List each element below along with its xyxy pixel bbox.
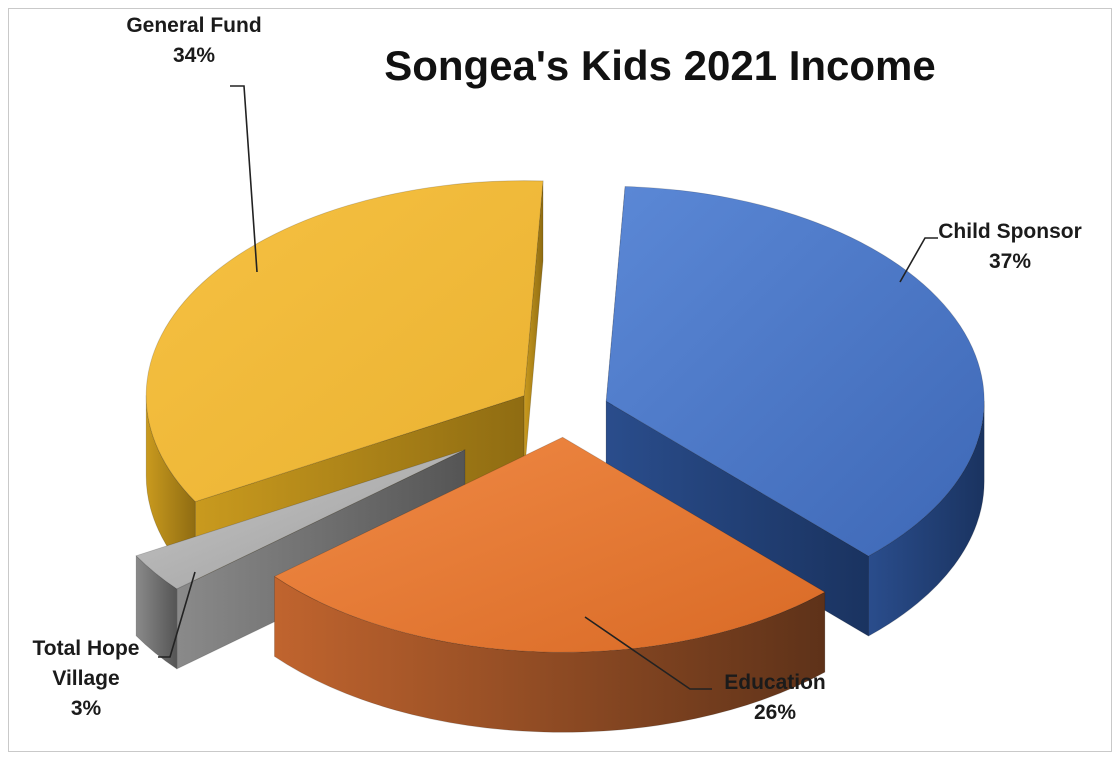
leader-line-education [584,616,712,690]
slice-wall-end-child-sponsor [605,400,869,637]
data-label-category-child-sponsor: Child Sponsor [938,220,1082,243]
slice-top-total-hope-village [135,449,466,590]
leader-line-child-sponsor [899,237,938,283]
slice-child-sponsor [605,186,985,637]
data-label-total-hope-village: Total Hope Village 3% [33,637,140,720]
data-label-value-child-sponsor: 37% [989,250,1031,273]
slice-top-education [274,436,826,653]
slice-labels: Child Sponsor 37% Education 26% Total Hope Vi… [33,14,1082,724]
slice-education [274,436,826,733]
slice-top-child-sponsor [605,186,985,557]
leader-lines [158,85,938,690]
data-label-category-education: Education [724,671,826,694]
data-label-education: Education 26% [724,671,826,724]
slice-top-general-fund [145,180,544,503]
chart-title: Songea's Kids 2021 Income [384,42,936,89]
data-label-value-education: 26% [754,701,796,724]
leader-line-general-fund [230,85,258,273]
slice-wall-end-general-fund [523,180,544,477]
data-label-value-general-fund: 34% [173,44,215,67]
data-label-category-total-hope-village: Village [52,667,119,690]
data-label-general-fund: General Fund 34% [126,14,261,67]
data-label-value-total-hope-village: 3% [71,697,102,720]
data-label-category-total-hope-village: Total Hope [33,637,140,660]
leader-line-total-hope-village [158,571,196,658]
pie-slices [135,180,985,733]
data-label-category-general-fund: General Fund [126,14,261,37]
data-label-child-sponsor: Child Sponsor 37% [938,220,1082,273]
